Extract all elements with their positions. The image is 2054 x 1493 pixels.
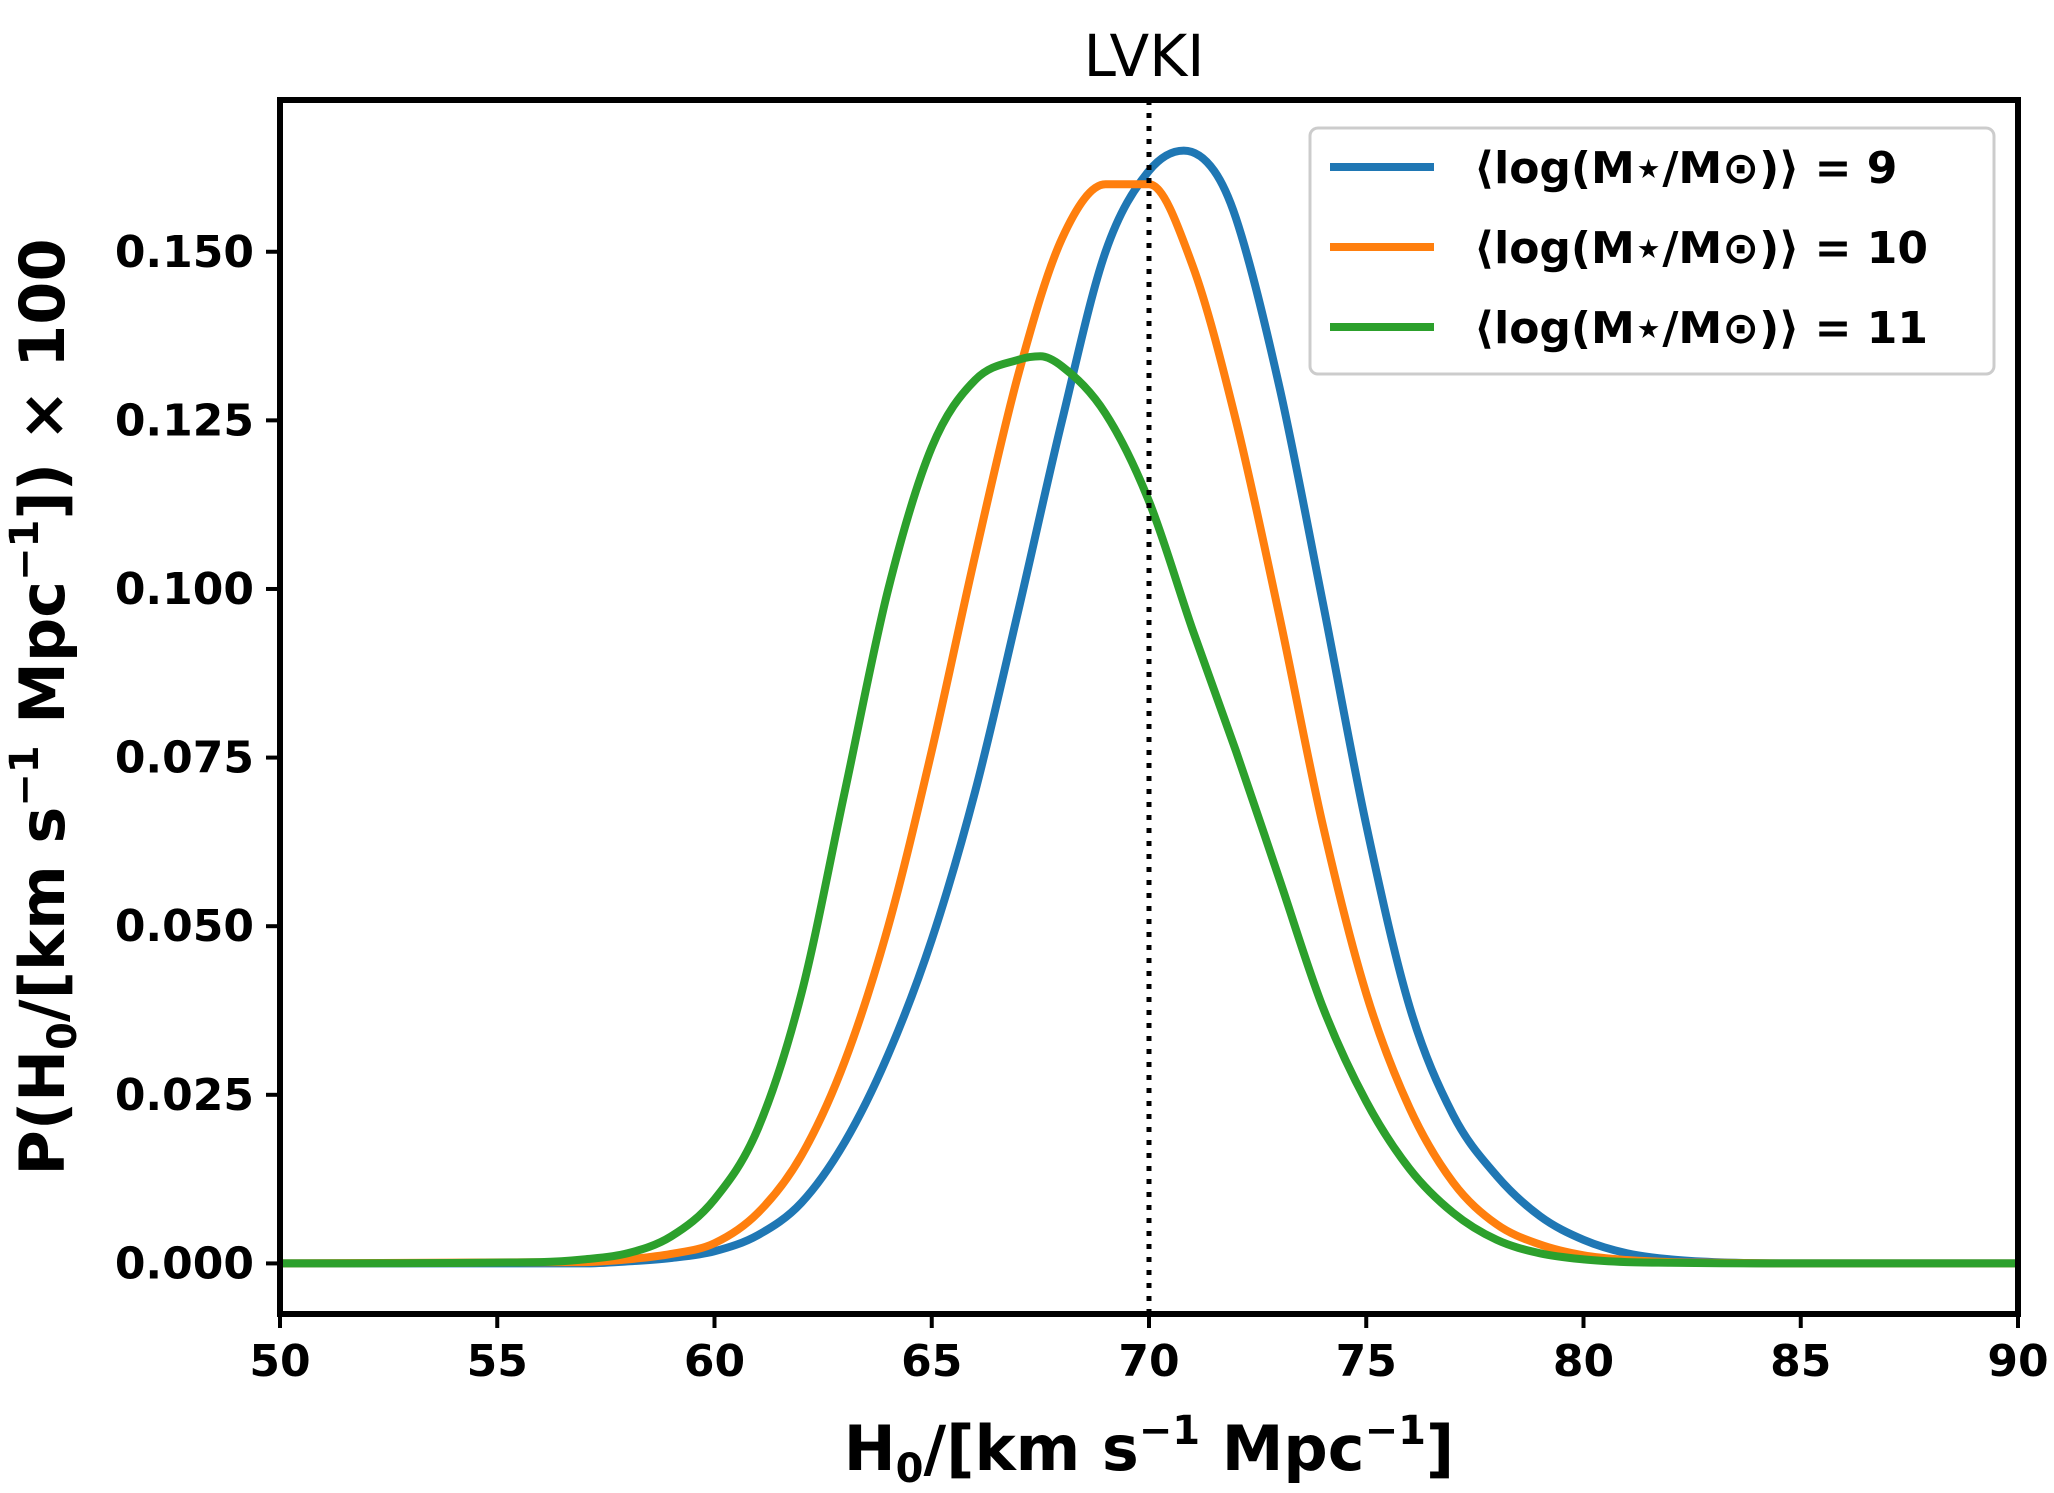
x-axis-title-sup1: −1 [1139, 1408, 1200, 1454]
y-axis-title-sup2: −1 [2, 520, 48, 581]
x-axis-ticks: 50 55 60 65 70 75 80 85 90 [249, 1314, 2049, 1387]
x-tick-label: 50 [249, 1336, 310, 1387]
x-tick-label: 90 [1987, 1336, 2048, 1387]
x-axis-title-end: ] [1426, 1412, 1454, 1485]
y-axis-title-d: ]) × 100 [6, 238, 79, 519]
x-tick-label: 70 [1118, 1336, 1179, 1387]
x-tick-label: 60 [684, 1336, 745, 1387]
y-tick-label: 0.025 [115, 1070, 254, 1121]
y-tick-label: 0.150 [115, 227, 254, 278]
legend: ⟨log(M⋆/M⊙)⟩ = 9 ⟨log(M⋆/M⊙)⟩ = 10 ⟨log(M⋆… [1308, 126, 1996, 376]
x-axis-title-sub: 0 [896, 1446, 924, 1492]
y-tick-label: 0.125 [115, 395, 254, 446]
y-axis-title-c: Mpc [6, 581, 79, 745]
y-tick-label: 0.075 [115, 733, 254, 784]
legend-label-1: ⟨log(M⋆/M⊙)⟩ = 10 [1474, 223, 1928, 274]
series-lines [279, 146, 2018, 1268]
y-axis-title-a: P(H [6, 1050, 79, 1176]
x-tick-label: 85 [1770, 1336, 1831, 1387]
x-axis-title-rest2: Mpc [1200, 1412, 1364, 1485]
x-axis-title-rest: /[km s [923, 1412, 1138, 1485]
y-axis-title-sub: 0 [40, 1022, 86, 1050]
y-tick-label: 0.050 [115, 901, 254, 952]
series-line-2 [279, 352, 2018, 1268]
x-tick-label: 75 [1336, 1336, 1397, 1387]
y-axis-title-sup1: −1 [2, 745, 48, 806]
legend-items: ⟨log(M⋆/M⊙)⟩ = 9 ⟨log(M⋆/M⊙)⟩ = 10 ⟨log(M⋆… [1330, 143, 1928, 354]
series-line-0 [279, 146, 2018, 1268]
x-axis-title: H0/[km s−1 Mpc−1] [844, 1408, 1455, 1492]
series-line-1 [279, 180, 2018, 1268]
plot-frame [277, 97, 2021, 1317]
x-tick-label: 65 [901, 1336, 962, 1387]
y-axis-title-b: /[km s [6, 807, 79, 1022]
legend-label-0: ⟨log(M⋆/M⊙)⟩ = 9 [1474, 143, 1897, 194]
y-axis-ticks: 0.000 0.025 0.050 0.075 0.100 0.125 0.150 [115, 227, 280, 1289]
y-axis-title: P(H0/[km s−1 Mpc−1]) × 100 [2, 238, 86, 1175]
x-axis-title-main: H [844, 1412, 896, 1485]
legend-box [1308, 126, 1996, 376]
legend-label-2: ⟨log(M⋆/M⊙)⟩ = 11 [1474, 303, 1928, 354]
y-tick-label: 0.100 [115, 564, 254, 615]
y-tick-label: 0.000 [115, 1238, 254, 1289]
chart-title: LVKI [1084, 22, 1205, 90]
x-tick-label: 80 [1553, 1336, 1614, 1387]
x-axis-title-sup2: −1 [1365, 1408, 1426, 1454]
x-tick-label: 55 [467, 1336, 528, 1387]
